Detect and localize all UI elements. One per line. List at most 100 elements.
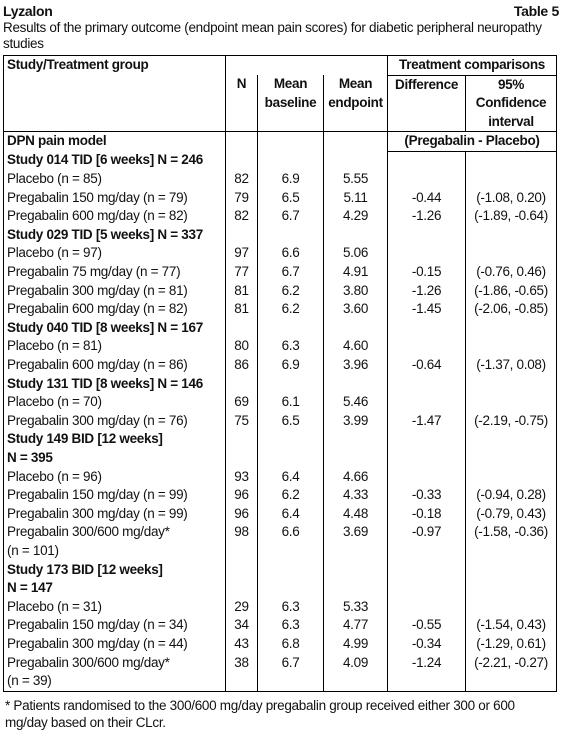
blank-cell: [257, 318, 324, 338]
value-cell: 4.91: [322, 263, 388, 282]
blank-cell: [465, 225, 557, 245]
treatment-row: Pregabalin 600 mg/day (n = 86) 86 6.9 3.96-…: [3, 356, 557, 375]
value-cell: 69: [225, 393, 258, 412]
value-cell: 5.55: [322, 170, 388, 189]
column-header: Study/Treatment group: [3, 55, 226, 133]
treatment-row: Placebo (n = 97) 97 6.6 5.06: [3, 244, 557, 264]
blank-cell: [465, 318, 557, 338]
value-cell: 6.3: [257, 597, 324, 617]
header-row: Study/Treatment group Treatment comparis…: [3, 55, 557, 133]
row-label: Study 173 BID [12 weeks] N = 147: [3, 560, 226, 598]
value-cell: 4.33: [322, 486, 388, 505]
row-label: Pregabalin 150 mg/day (n = 79): [3, 188, 226, 208]
value-cell: -0.15: [387, 263, 466, 282]
blank-cell: [387, 430, 466, 468]
value-cell: 3.60: [322, 300, 388, 319]
treatment-row: Pregabalin 300 mg/day (n = 76) 75 6.5 3.99-…: [3, 411, 557, 431]
row-label: Pregabalin 150 mg/day (n = 34): [3, 616, 226, 635]
row-label: Study 040 TID [8 weeks] N = 167: [3, 318, 226, 338]
row-label: Pregabalin 300 mg/day (n = 81): [3, 281, 226, 301]
value-cell: -1.26: [387, 281, 466, 301]
value-cell: 81: [225, 281, 258, 301]
value-cell: 6.7: [257, 653, 324, 692]
value-cell: 4.66: [322, 467, 388, 487]
row-label: Pregabalin 300/600 mg/day* (n = 39): [3, 653, 226, 692]
value-cell: (-1.58, -0.36): [465, 523, 557, 561]
value-cell: (-1.86, -0.65): [465, 281, 557, 301]
value-cell: 6.5: [257, 188, 324, 208]
study-row: Study 014 TID [6 weeks] N = 246: [3, 151, 557, 171]
treatment-row: Pregabalin 150 mg/day (n = 79) 79 6.5 5.11-…: [3, 188, 557, 208]
blank-cell: [322, 151, 388, 171]
value-cell: 29: [225, 597, 258, 617]
blank-cell: [225, 151, 258, 171]
row-label: Study 029 TID [5 weeks] N = 337: [3, 225, 226, 245]
comparison-label: (Pregabalin - Placebo): [387, 131, 557, 152]
value-cell: 6.3: [257, 337, 324, 356]
table-label: Table 5: [513, 3, 559, 19]
value-cell: 38: [225, 653, 258, 692]
subtitle: Results of the primary outcome (endpoint…: [3, 20, 542, 51]
blank-cell: [322, 318, 388, 338]
blank-cell: [225, 318, 258, 338]
blank-cell: [387, 467, 466, 487]
row-label: Placebo (n = 31): [3, 597, 226, 617]
footnote: * Patients randomised to the 300/600 mg/…: [5, 697, 515, 730]
row-label: Pregabalin 150 mg/day (n = 99): [3, 486, 226, 505]
treatment-row: Placebo (n = 96) 93 6.4 4.66: [3, 467, 557, 487]
value-cell: 82: [225, 170, 258, 189]
value-cell: -1.47: [387, 411, 466, 431]
treatment-row: Pregabalin 300 mg/day (n = 44) 43 6.8 4.99-…: [3, 634, 557, 654]
treatment-row: Pregabalin 600 mg/day (n = 82) 82 6.7 4.29-…: [3, 207, 557, 226]
value-cell: 6.4: [257, 467, 324, 487]
value-cell: (-1.29, 0.61): [465, 634, 557, 654]
row-label: Pregabalin 600 mg/day (n = 82): [3, 207, 226, 226]
value-cell: 96: [225, 504, 258, 524]
value-cell: 4.77: [322, 616, 388, 635]
value-cell: 6.6: [257, 523, 324, 561]
row-label: Pregabalin 300/600 mg/day* (n = 101): [3, 523, 226, 561]
value-cell: 6.2: [257, 300, 324, 319]
model-label: DPN pain model: [3, 131, 226, 152]
results-table: Study/Treatment group Treatment comparis…: [3, 55, 558, 692]
value-cell: 4.60: [322, 337, 388, 356]
row-label: Placebo (n = 85): [3, 170, 226, 189]
blank-cell: [225, 131, 258, 152]
study-row: Study 029 TID [5 weeks] N = 337: [3, 225, 557, 245]
value-cell: 6.9: [257, 356, 324, 375]
blank-cell: [322, 131, 388, 152]
value-cell: 5.06: [322, 244, 388, 264]
blank-cell: [387, 244, 466, 264]
study-row: Study 173 BID [12 weeks] N = 147: [3, 560, 557, 598]
value-cell: 6.5: [257, 411, 324, 431]
value-cell: 97: [225, 244, 258, 264]
row-label: Placebo (n = 96): [3, 467, 226, 487]
blank-cell: [257, 225, 324, 245]
blank-cell: [465, 244, 557, 264]
value-cell: 6.9: [257, 170, 324, 189]
row-label: Pregabalin 300 mg/day (n = 99): [3, 504, 226, 524]
blank-cell: [465, 597, 557, 617]
value-cell: 86: [225, 356, 258, 375]
row-label: Pregabalin 300 mg/day (n = 76): [3, 411, 226, 431]
blank-cell: [257, 430, 324, 468]
treatment-row: Pregabalin 600 mg/day (n = 82) 81 6.2 3.60-…: [3, 300, 557, 319]
value-cell: -0.97: [387, 523, 466, 561]
value-cell: 81: [225, 300, 258, 319]
blank-cell: [225, 430, 258, 468]
value-cell: -1.45: [387, 300, 466, 319]
value-cell: 3.96: [322, 356, 388, 375]
value-cell: (-2.06, -0.85): [465, 300, 557, 319]
column-header: N: [225, 75, 258, 132]
value-cell: 98: [225, 523, 258, 561]
column-header: Mean baseline: [257, 75, 324, 132]
value-cell: (-1.54, 0.43): [465, 616, 557, 635]
value-cell: (-0.94, 0.28): [465, 486, 557, 505]
value-cell: 6.8: [257, 634, 324, 654]
value-cell: -0.55: [387, 616, 466, 635]
treatment-row: Pregabalin 300 mg/day (n = 99) 96 6.4 4.48-…: [3, 504, 557, 524]
treatment-row: Placebo (n = 31) 29 6.3 5.33: [3, 597, 557, 617]
value-cell: (-1.89, -0.64): [465, 207, 557, 226]
title: Lyzalon: [3, 3, 53, 19]
treatment-row: Pregabalin 300/600 mg/day* (n = 39) 38 6.7…: [3, 653, 557, 692]
